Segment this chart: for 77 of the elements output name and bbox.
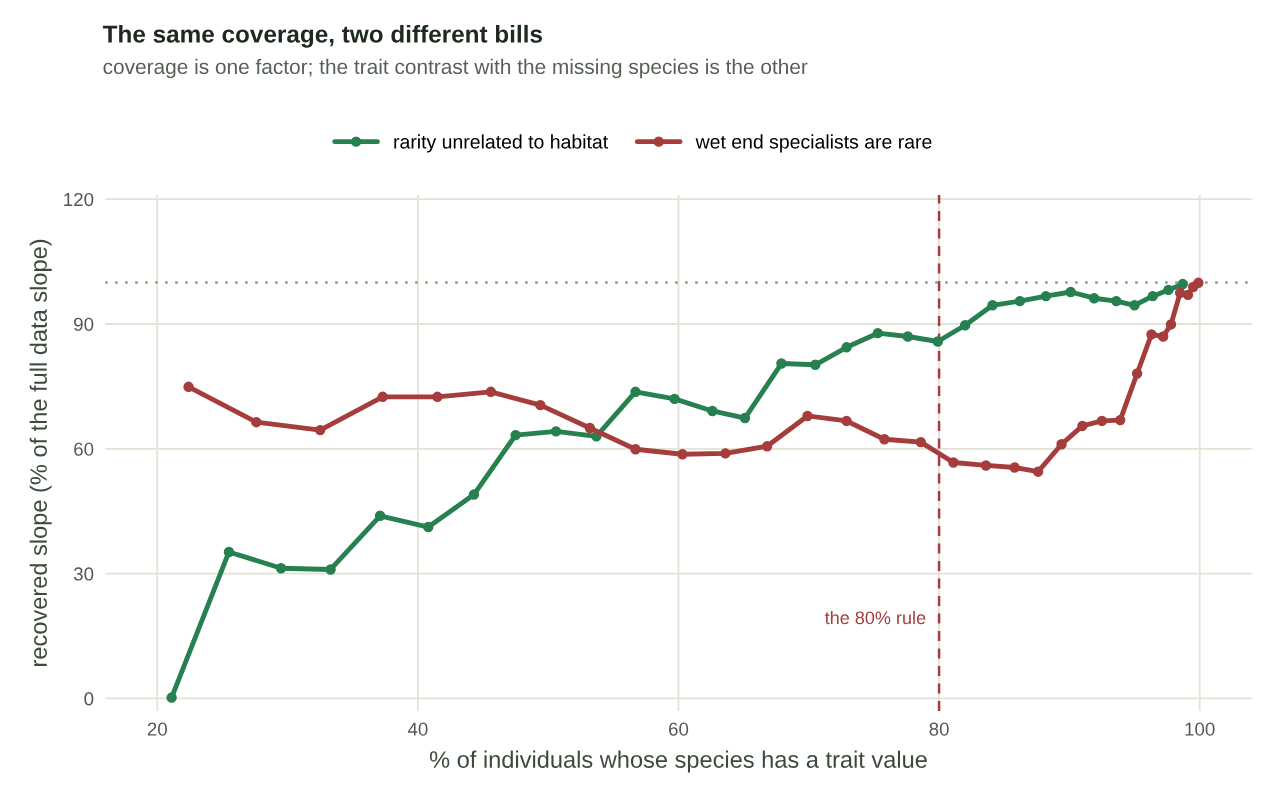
legend-label: rarity unrelated to habitat [394, 134, 608, 153]
point [802, 410, 813, 422]
point [1111, 295, 1122, 307]
chart-subtitle: coverage is one factor; the trait contrast with the missing species is the other [103, 58, 808, 79]
point [485, 386, 497, 398]
point [948, 457, 959, 468]
point [432, 391, 443, 403]
point [810, 359, 821, 370]
x-tick-label: 60 [669, 722, 689, 736]
point [1056, 439, 1067, 450]
y-tick-label: 90 [74, 317, 94, 331]
point [1131, 368, 1143, 379]
point [630, 386, 641, 398]
point [872, 327, 884, 339]
point [980, 460, 992, 471]
y-tick-label: 0 [84, 692, 94, 706]
point [1182, 289, 1194, 301]
point [1065, 286, 1076, 298]
point [669, 393, 680, 405]
point [1177, 278, 1188, 290]
point [550, 426, 562, 437]
point [1193, 277, 1204, 289]
point [1014, 295, 1026, 307]
point [1077, 420, 1088, 432]
point [183, 381, 194, 393]
point [1009, 462, 1020, 473]
point [707, 405, 718, 417]
x-tick-label: 80 [929, 722, 949, 736]
point [510, 429, 521, 441]
point [879, 434, 890, 445]
point [902, 331, 914, 342]
x-tick-label: 20 [147, 722, 167, 736]
y-tick-label: 60 [74, 442, 94, 456]
point [959, 320, 971, 331]
legend-label: wet end specialists are rare [695, 134, 932, 153]
point [841, 342, 852, 353]
point [314, 424, 326, 436]
x-axis-title: % of individuals whose species has a trait value [429, 750, 927, 773]
point [584, 422, 596, 434]
chart-title: The same coverage, two different bills [102, 24, 542, 48]
point [677, 449, 688, 460]
point [1040, 290, 1052, 302]
x-tick-label: 40 [407, 722, 428, 736]
point [932, 336, 943, 347]
point [468, 489, 480, 500]
point [1157, 331, 1169, 342]
point [739, 412, 751, 424]
point [251, 416, 262, 428]
x-tick-label: 100 [1185, 722, 1215, 736]
point [275, 562, 287, 574]
point [1146, 329, 1157, 340]
point [374, 510, 386, 521]
point [987, 300, 998, 311]
point [423, 521, 434, 533]
point [1032, 466, 1044, 477]
point [915, 436, 927, 448]
point [720, 448, 731, 459]
point [630, 444, 641, 455]
point [377, 391, 388, 403]
y-tick-label: 120 [64, 192, 94, 207]
point [761, 441, 773, 452]
point [535, 399, 546, 411]
point [1163, 284, 1174, 296]
point [223, 546, 235, 558]
point [1096, 415, 1108, 427]
point [166, 692, 177, 703]
point [841, 415, 852, 427]
point [1147, 290, 1158, 302]
point [1088, 293, 1100, 304]
y-axis-title: recovered slope (% of the full data slope) [29, 239, 52, 666]
ref-line-label: the 80% rule [824, 610, 926, 625]
point [1114, 414, 1126, 426]
point [1165, 319, 1177, 330]
point [1129, 300, 1140, 311]
point [325, 564, 336, 575]
y-tick-label: 30 [73, 567, 94, 581]
point [776, 358, 787, 369]
